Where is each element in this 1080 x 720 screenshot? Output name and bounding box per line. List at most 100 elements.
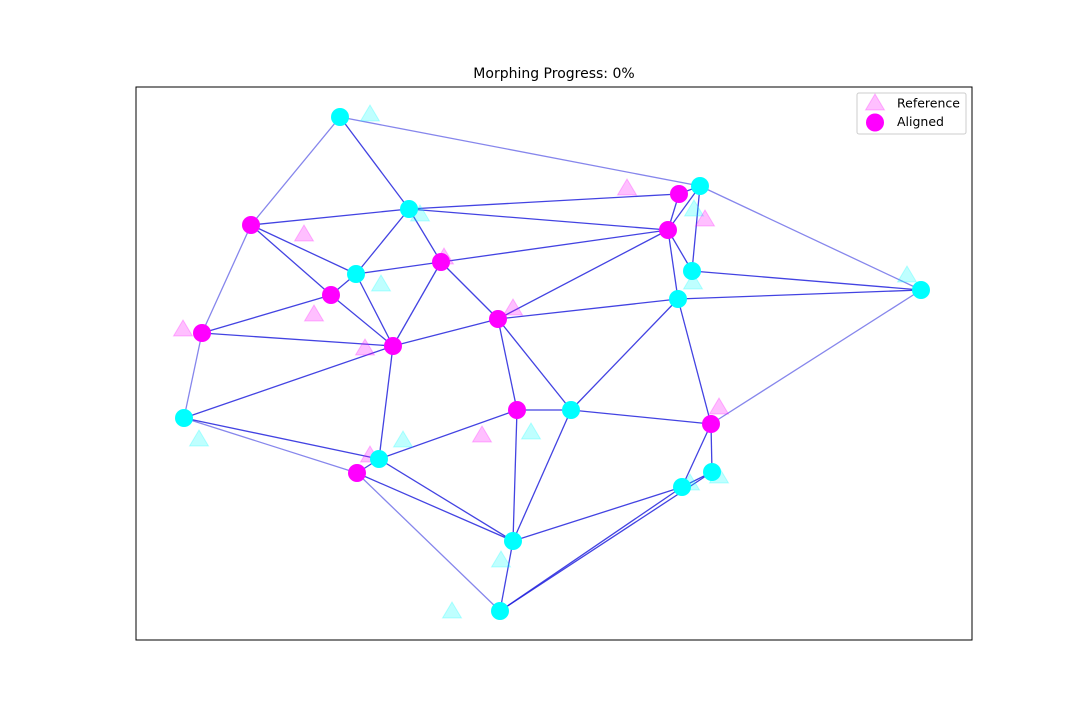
reference-point bbox=[441, 601, 463, 619]
reference-point bbox=[682, 272, 704, 290]
reference-point bbox=[359, 104, 381, 122]
reference-point bbox=[708, 397, 730, 415]
aligned-point bbox=[912, 281, 930, 299]
aligned-point bbox=[562, 401, 580, 419]
aligned-point bbox=[400, 200, 418, 218]
legend-box bbox=[856, 92, 967, 135]
reference-point bbox=[188, 429, 210, 447]
edge bbox=[201, 294, 332, 334]
edge bbox=[355, 261, 442, 275]
edge bbox=[497, 229, 669, 320]
legend-text: Aligned bbox=[897, 114, 944, 129]
edge bbox=[250, 224, 357, 275]
reference-point bbox=[392, 430, 414, 448]
aligned-point bbox=[683, 262, 701, 280]
edge bbox=[497, 318, 572, 411]
edge bbox=[392, 318, 499, 347]
aligned-point bbox=[508, 401, 526, 419]
aligned-point bbox=[347, 265, 365, 283]
aligned-point bbox=[432, 253, 450, 271]
aligned-point bbox=[489, 310, 507, 328]
aligned-point bbox=[331, 108, 349, 126]
points bbox=[172, 104, 930, 620]
legend-text: Reference bbox=[897, 96, 960, 111]
edge bbox=[378, 345, 394, 460]
aligned-point bbox=[670, 185, 688, 203]
aligned-point bbox=[504, 532, 522, 550]
edge bbox=[677, 289, 922, 300]
aligned-point bbox=[175, 409, 193, 427]
legend-marker bbox=[866, 113, 884, 132]
legend-marker bbox=[864, 93, 886, 111]
edge bbox=[355, 208, 410, 275]
edges bbox=[183, 116, 922, 612]
reference-point bbox=[303, 304, 325, 322]
aligned-point bbox=[669, 290, 687, 308]
reference-point bbox=[616, 178, 638, 196]
reference-point bbox=[354, 338, 376, 356]
reference-point bbox=[694, 209, 716, 227]
edge bbox=[183, 332, 203, 419]
edge bbox=[691, 185, 701, 272]
aligned-point bbox=[242, 216, 260, 234]
edge bbox=[250, 116, 341, 226]
edge bbox=[512, 409, 518, 542]
aligned-point bbox=[384, 337, 402, 355]
reference-point bbox=[490, 550, 512, 568]
edge bbox=[691, 270, 922, 291]
edge bbox=[512, 486, 683, 542]
reference-point bbox=[502, 298, 524, 316]
edge bbox=[183, 345, 394, 419]
edge bbox=[677, 298, 712, 425]
edge bbox=[201, 224, 252, 334]
aligned-point bbox=[322, 286, 340, 304]
reference-point bbox=[471, 425, 493, 443]
edge bbox=[250, 224, 332, 296]
edge bbox=[330, 294, 394, 347]
aligned-point bbox=[673, 478, 691, 496]
edge bbox=[183, 417, 380, 460]
edge bbox=[499, 540, 514, 612]
edge bbox=[250, 208, 410, 226]
aligned-point bbox=[702, 415, 720, 433]
reference-point bbox=[172, 319, 194, 337]
edge bbox=[710, 289, 922, 425]
edge bbox=[378, 409, 518, 460]
reference-point bbox=[370, 274, 392, 292]
edge bbox=[408, 193, 680, 210]
chart-title: Morphing Progress: 0% bbox=[473, 66, 634, 82]
edge bbox=[440, 261, 499, 320]
edge bbox=[497, 318, 518, 411]
edge bbox=[667, 185, 701, 231]
edge bbox=[497, 298, 679, 320]
edge bbox=[681, 423, 712, 488]
edge bbox=[499, 486, 683, 612]
edge bbox=[355, 273, 394, 347]
edge bbox=[378, 458, 514, 542]
plot-frame bbox=[135, 86, 973, 641]
aligned-point bbox=[691, 177, 709, 195]
edge bbox=[339, 116, 701, 187]
aligned-point bbox=[370, 450, 388, 468]
edge bbox=[440, 229, 669, 263]
aligned-point bbox=[348, 464, 366, 482]
aligned-point bbox=[703, 463, 721, 481]
reference-point bbox=[683, 199, 705, 217]
reference-point bbox=[896, 265, 918, 283]
edge bbox=[699, 185, 922, 291]
aligned-point bbox=[491, 602, 509, 620]
reference-point bbox=[293, 224, 315, 242]
legend: Reference Aligned bbox=[856, 92, 967, 135]
reference-point bbox=[520, 422, 542, 440]
edge bbox=[356, 472, 501, 612]
edge bbox=[201, 332, 394, 347]
edge bbox=[339, 116, 410, 210]
edge bbox=[408, 208, 442, 263]
edge bbox=[392, 261, 442, 347]
edge bbox=[570, 298, 679, 411]
edge bbox=[356, 472, 514, 542]
edge bbox=[667, 229, 679, 300]
edge bbox=[183, 417, 358, 474]
